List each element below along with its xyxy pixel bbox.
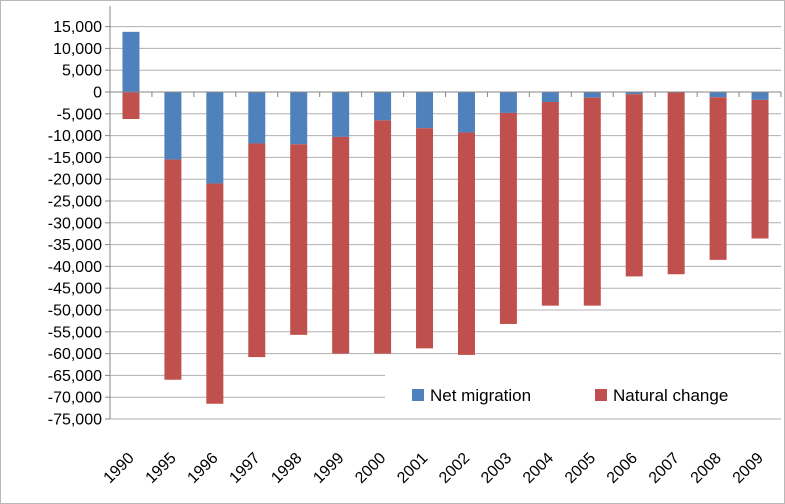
legend: Net migration Natural change	[385, 374, 781, 414]
bar-natural-change-2004	[541, 102, 559, 306]
bars	[122, 31, 769, 404]
x-tick-label: 1999	[310, 450, 347, 487]
x-tick-label: 2009	[730, 450, 767, 487]
bar-natural-change-2002	[457, 132, 475, 355]
x-tick-label: 1997	[226, 450, 263, 487]
bar-natural-change-1990	[122, 92, 140, 120]
bar-net-migration-2004	[541, 92, 559, 103]
bar-net-migration-2008	[709, 92, 727, 98]
x-tick-label: 1998	[268, 450, 305, 487]
x-tick-label: 1990	[101, 450, 138, 487]
x-tick-label: 2002	[436, 450, 473, 487]
bar-net-migration-2001	[416, 92, 434, 129]
legend-label-net-migration: Net migration	[430, 386, 531, 405]
x-tick-label: 2001	[394, 450, 431, 487]
bar-natural-change-1996	[206, 183, 224, 404]
bar-natural-change-2000	[374, 120, 392, 354]
y-tick-label: -15,000	[48, 150, 102, 167]
y-tick-label: -20,000	[48, 172, 102, 189]
y-tick-label: -35,000	[48, 237, 102, 254]
bar-natural-change-2008	[709, 97, 727, 260]
bar-natural-change-1998	[290, 144, 308, 335]
bar-net-migration-1997	[248, 92, 266, 144]
bar-natural-change-2006	[625, 94, 643, 277]
y-tick-label: 0	[93, 85, 102, 102]
y-tick-label: 10,000	[53, 41, 102, 58]
bar-natural-change-1999	[332, 136, 350, 354]
x-tick-label: 2005	[562, 450, 599, 487]
x-tick-label: 2007	[646, 450, 683, 487]
y-tick-label: -5,000	[57, 106, 102, 123]
y-axis-tick-labels: 15,000 10,000 5,000 0 -5,000 -10,000 -15,000 -2…	[48, 19, 102, 428]
y-tick-label: -65,000	[48, 368, 102, 385]
y-tick-label: -60,000	[48, 346, 102, 363]
y-tick-label: -25,000	[48, 194, 102, 211]
bar-natural-change-1997	[248, 143, 266, 358]
y-tick-label: -55,000	[48, 324, 102, 341]
legend-label-natural-change: Natural change	[613, 386, 728, 405]
bar-net-migration-2009	[751, 92, 769, 100]
y-tick-label: -45,000	[48, 281, 102, 298]
y-tick-label: 5,000	[62, 63, 102, 80]
legend-swatch-natural-change	[595, 389, 607, 401]
bar-net-migration-2006	[625, 92, 643, 95]
legend-swatch-net-migration	[412, 389, 424, 401]
bar-net-migration-1995	[164, 92, 182, 160]
bar-net-migration-1999	[332, 92, 350, 137]
bar-net-migration-2002	[457, 92, 475, 133]
y-tick-label: -75,000	[48, 412, 102, 429]
x-tick-label: 2008	[688, 450, 725, 487]
y-tick-label: -40,000	[48, 259, 102, 276]
x-tick-label: 1995	[143, 450, 180, 487]
x-tick-label: 2000	[352, 450, 389, 487]
y-tick-label: -70,000	[48, 390, 102, 407]
bar-natural-change-2007	[667, 92, 685, 275]
x-tick-label: 2003	[478, 450, 515, 487]
bar-net-migration-1996	[206, 92, 224, 184]
bar-natural-change-2001	[416, 128, 434, 349]
y-tick-label: -50,000	[48, 303, 102, 320]
y-tick-label: 15,000	[53, 19, 102, 36]
bar-net-migration-1990	[122, 31, 140, 92]
bar-net-migration-1998	[290, 92, 308, 145]
x-tick-label: 1996	[184, 450, 221, 487]
bar-net-migration-2003	[499, 92, 517, 113]
bar-net-migration-2005	[583, 92, 601, 98]
axes	[105, 6, 782, 420]
bar-natural-change-1995	[164, 159, 182, 380]
y-tick-label: -10,000	[48, 128, 102, 145]
legend-box	[385, 374, 781, 414]
x-tick-label: 2004	[520, 450, 557, 487]
x-tick-label: 2006	[604, 450, 641, 487]
y-tick-label: -30,000	[48, 215, 102, 232]
bar-net-migration-2000	[374, 92, 392, 121]
bar-natural-change-2003	[499, 112, 517, 324]
bar-natural-change-2005	[583, 97, 601, 306]
bar-natural-change-2009	[751, 99, 769, 239]
x-axis-tick-labels: 1990 1995 1996 1997 1998 1999 2000 2001 2002 2003…	[101, 450, 767, 487]
